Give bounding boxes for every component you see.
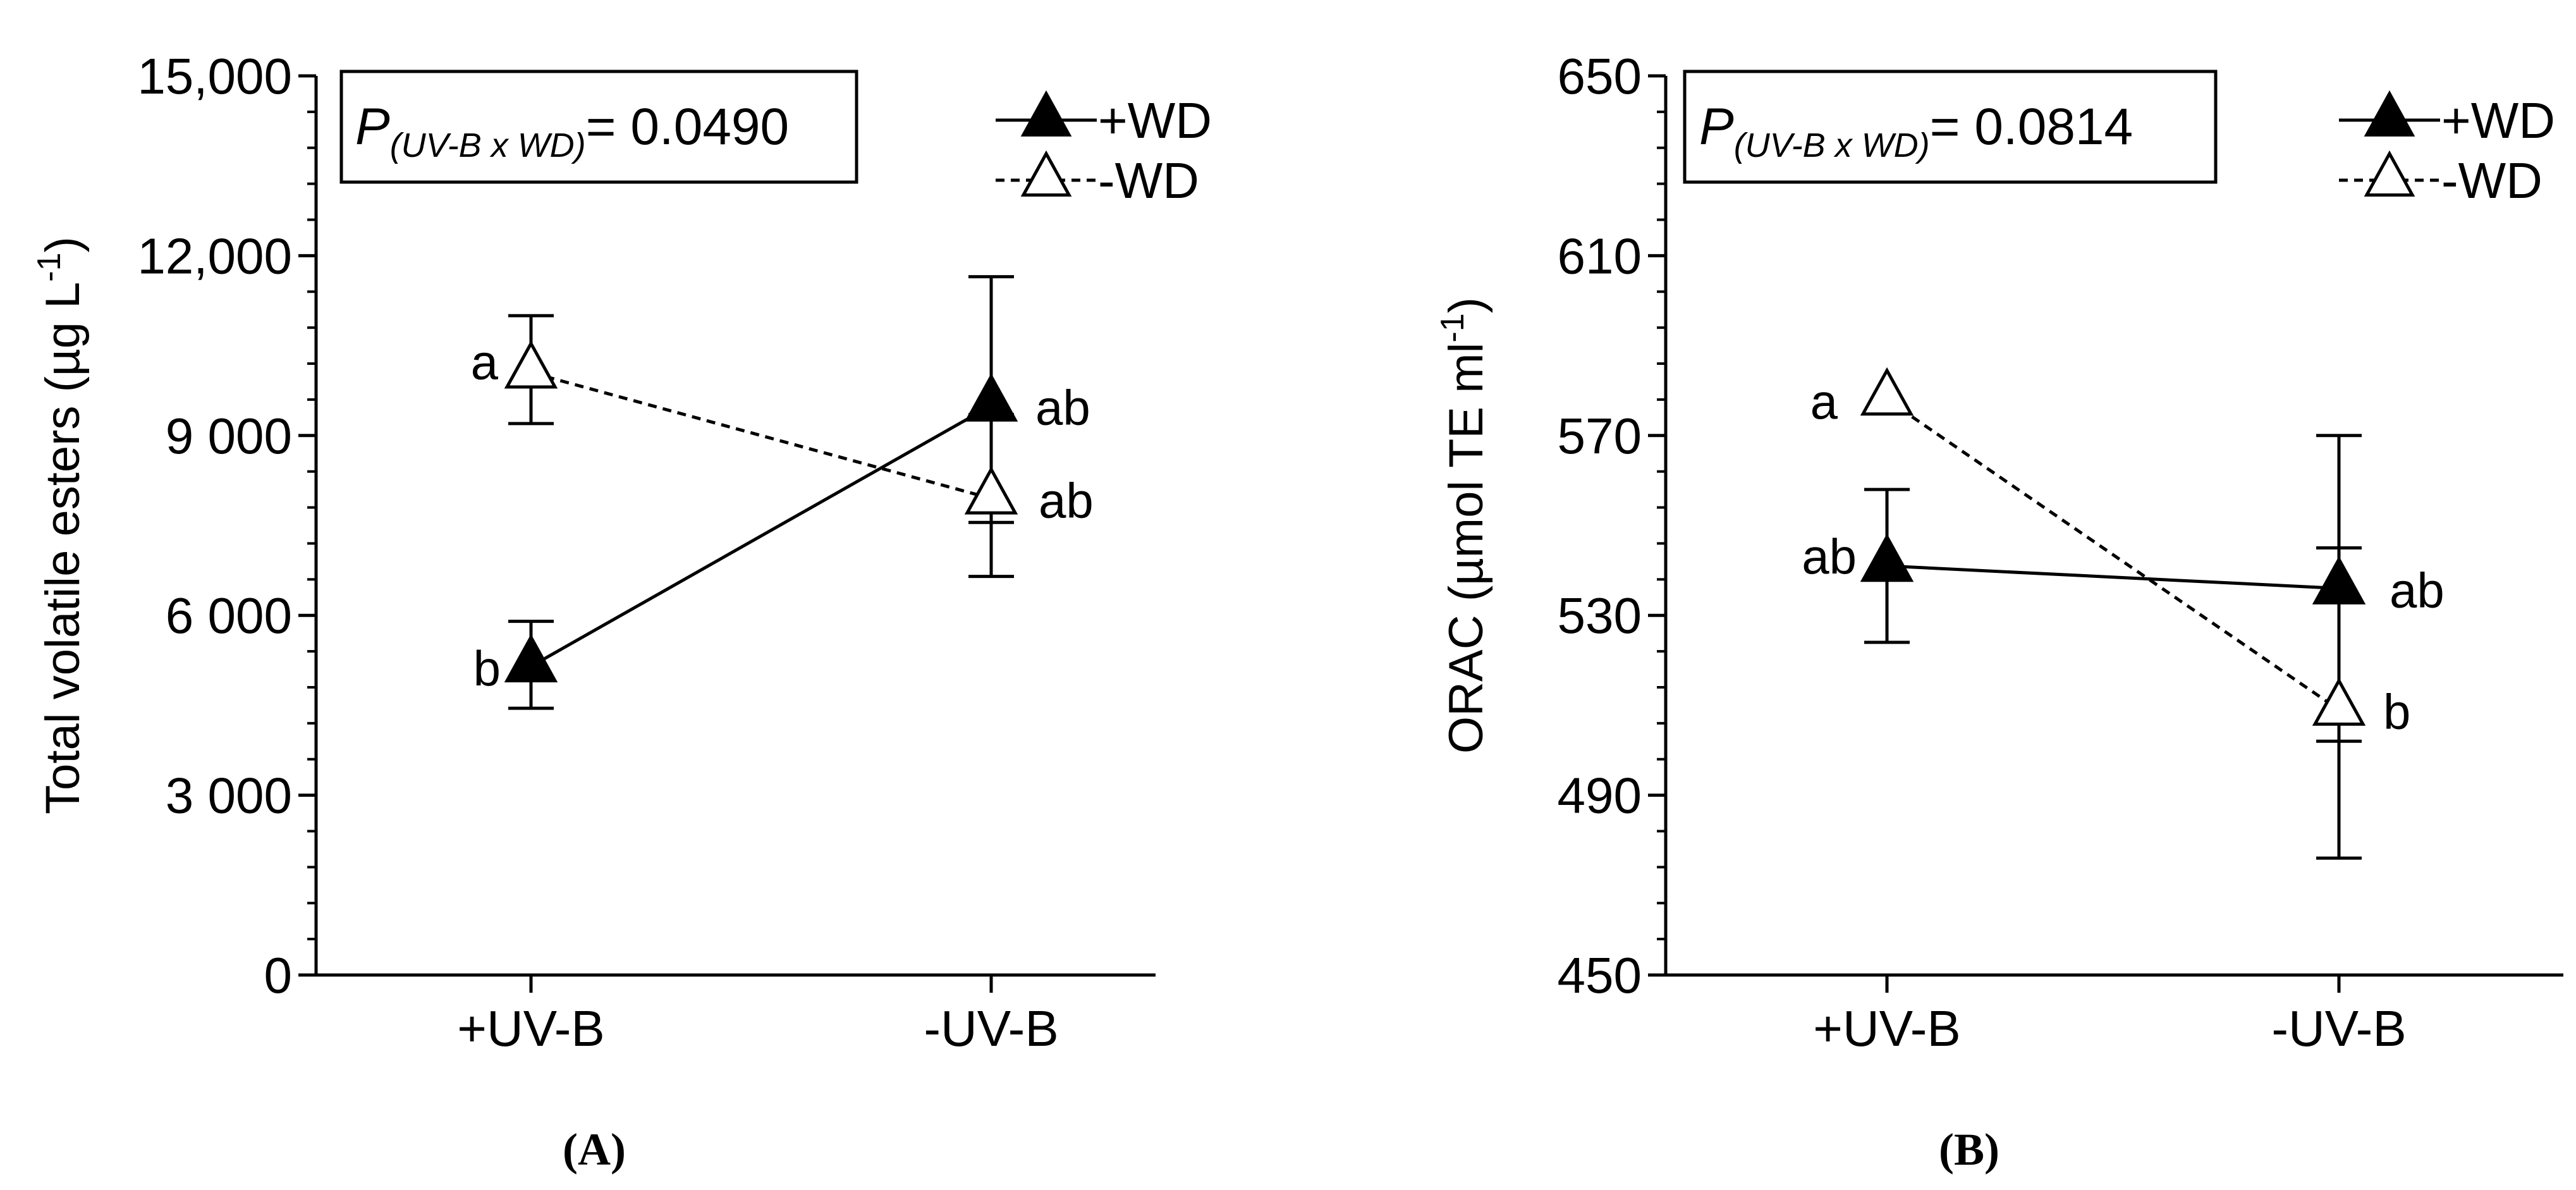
panel-b-legend-filled-triangle [2364, 90, 2415, 137]
panel-a-significance-letter: a [471, 334, 499, 390]
panel-a-y-tick-label: 12,000 [137, 228, 292, 284]
panel-b-y-tick-label: 650 [1558, 48, 1642, 104]
panel-a-p-label: P [355, 98, 390, 156]
panel-a-significance-letter: ab [1035, 379, 1090, 435]
panel-a-legend-open-triangle [1020, 150, 1072, 197]
panel-b-significance-letter: ab [1802, 529, 1857, 584]
panel-a-series: b ab a ab [471, 275, 1094, 710]
panel-a-label: (A) [563, 1124, 626, 1175]
panel-a-significance-letter: ab [1039, 472, 1094, 528]
panel-a-open-triangle-marker [964, 466, 1018, 515]
panel-a-p-value: = 0.0490 [586, 98, 789, 156]
panel-b-legend: +WD-WD [2339, 90, 2555, 209]
panel-b-open-triangle-marker [1860, 367, 1914, 416]
panel-b-series-line-minus-wd [1886, 398, 2340, 711]
panel-b-series-line-plus-wd [1886, 564, 2340, 591]
panel-a-y-tick-label: 0 [264, 947, 293, 1003]
panel-b-p-subscript: (UV-B x WD) [1734, 126, 1930, 164]
panel-b-y-tick-label: 490 [1558, 768, 1642, 824]
panel-a-significance-letter: b [473, 641, 501, 696]
panel-a-y-ticks: 0 3 000 6 000 9 000 12,000 15,000 [137, 48, 316, 1003]
panel-a-y-tick-label: 9 000 [166, 408, 292, 464]
svg-text:ORAC (µmol TE ml-1): ORAC (µmol TE ml-1) [1434, 297, 1493, 754]
panel-b-significance-letter: ab [2390, 563, 2445, 618]
panel-b-y-tick-label: 610 [1558, 228, 1642, 284]
panel-a-legend-label: +WD [1098, 92, 1212, 149]
panel-b-legend-open-triangle [2364, 150, 2415, 197]
panel-b-chart: 450 490 530 570 610 650 +UV-B -UV-B ORAC (µmol… [1434, 48, 2563, 1175]
panel-b-filled-triangle-marker [1860, 533, 1914, 582]
panel-a-y-axis-label-superscript: -1 [31, 252, 68, 281]
panel-a-legend: +WD-WD [996, 90, 1212, 209]
panel-b-p-annotation: P(UV-B x WD)= 0.0814 [1683, 70, 2218, 184]
panel-b-significance-letter: a [1810, 374, 1838, 429]
panel-b-significance-letter: b [2383, 684, 2410, 740]
panel-a-legend-filled-triangle [1020, 90, 1072, 137]
panel-b-x-tick-label: +UV-B [1813, 1000, 1960, 1057]
panel-b-y-axis-label-close: ) [1439, 297, 1493, 313]
panel-a-y-axis-label: Total volatile esters (µg L [36, 282, 90, 814]
panel-a-axes [314, 76, 1156, 977]
panel-b-legend-label: +WD [2441, 92, 2555, 149]
panel-a-x-tick-label: -UV-B [924, 1000, 1058, 1057]
panel-b-y-tick-label: 570 [1558, 408, 1642, 464]
panel-b-x-ticks: +UV-B -UV-B [1813, 975, 2407, 1057]
panel-b-p-value: = 0.0814 [1930, 98, 2133, 156]
panel-b-y-tick-label: 450 [1558, 947, 1642, 1003]
panel-b-y-axis-label-superscript: -1 [1434, 313, 1471, 342]
panel-b-y-axis-title: ORAC (µmol TE ml-1) [1434, 297, 1493, 754]
panel-b-y-axis-label: ORAC (µmol TE ml [1439, 343, 1493, 754]
panel-b-y-ticks: 450 490 530 570 610 650 [1558, 48, 1666, 1003]
panel-a-legend-label: -WD [1098, 152, 1199, 209]
panel-a-y-tick-label: 6 000 [166, 587, 292, 644]
panel-b-x-tick-label: -UV-B [2271, 1000, 2406, 1057]
svg-text:P(UV-B x WD)= 0.0814: P(UV-B x WD)= 0.0814 [1699, 98, 2133, 164]
panel-a-open-triangle-marker [504, 340, 558, 389]
panel-b-y-tick-label: 530 [1558, 587, 1642, 644]
panel-a-y-tick-label: 15,000 [137, 48, 292, 104]
panel-a-x-ticks: +UV-B -UV-B [457, 975, 1059, 1057]
panel-a-y-axis-label-close: ) [36, 236, 90, 252]
svg-text:P(UV-B x WD)= 0.0490: P(UV-B x WD)= 0.0490 [355, 98, 789, 164]
panel-b-open-triangle-marker [2312, 677, 2366, 726]
panel-b-axes [1664, 76, 2563, 977]
panel-a-series-line-plus-wd [530, 404, 992, 668]
panel-a-p-annotation: P(UV-B x WD)= 0.0490 [339, 70, 858, 184]
panel-a-p-subscript: (UV-B x WD) [390, 126, 586, 164]
panel-a-y-tick-label: 3 000 [166, 768, 292, 824]
panel-b-label: (B) [1939, 1124, 1999, 1175]
panel-b-legend-label: -WD [2441, 152, 2542, 209]
panel-a-series-line-minus-wd [530, 371, 992, 500]
panel-a-x-tick-label: +UV-B [457, 1000, 604, 1057]
svg-text:Total volatile esters (µg L-1): Total volatile esters (µg L-1) [31, 236, 90, 814]
panel-a-y-axis-title: Total volatile esters (µg L-1) [31, 236, 90, 814]
panel-a-filled-triangle-marker [504, 634, 558, 683]
panel-b-p-label: P [1699, 98, 1734, 156]
